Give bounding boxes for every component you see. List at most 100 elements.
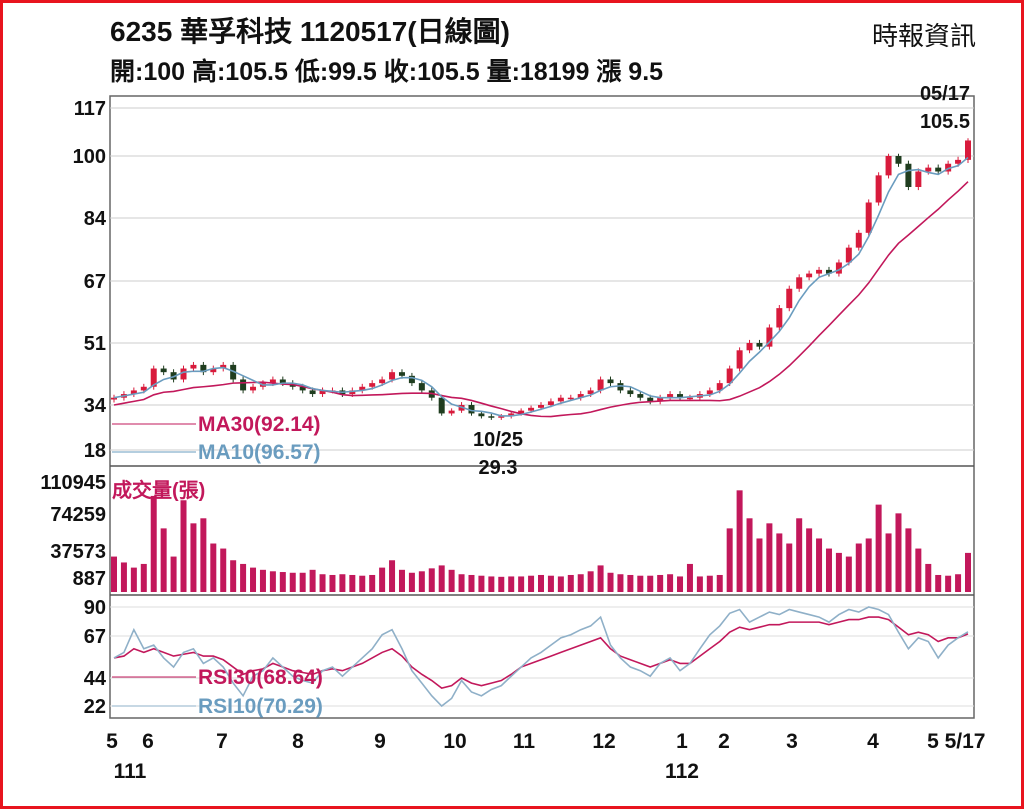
volume-bar <box>905 528 912 592</box>
candle-body <box>865 202 872 233</box>
price-tick-label: 100 <box>73 146 106 168</box>
volume-tick-label: 37573 <box>50 541 106 563</box>
rsi30-legend: RSI30(68.64) <box>198 666 323 689</box>
volume-bar <box>528 575 535 592</box>
candle-body <box>736 350 743 369</box>
candle-body <box>379 379 386 384</box>
volume-bar <box>796 518 803 592</box>
source-label: 時報資訊 <box>871 21 976 51</box>
volume-bar <box>667 574 674 592</box>
candle-body <box>945 163 952 172</box>
candle-body <box>528 407 535 411</box>
volume-bar <box>597 565 604 592</box>
volume-bar <box>736 490 743 592</box>
candle-body <box>349 390 356 395</box>
x-tick-label: 7 <box>216 730 228 753</box>
candle-body <box>160 368 167 373</box>
x-tick-label: 5/17 <box>945 730 986 753</box>
volume-bar <box>160 528 167 592</box>
volume-bar <box>359 575 366 592</box>
volume-bar <box>865 538 872 592</box>
candle-body <box>220 364 227 369</box>
x-tick-label: 12 <box>592 730 615 753</box>
volume-bar <box>567 574 574 592</box>
volume-bar <box>786 543 793 592</box>
candle-body <box>686 397 693 400</box>
volume-bar <box>140 563 147 592</box>
candle-body <box>617 383 624 391</box>
candle-body <box>230 364 237 380</box>
candle-body <box>140 386 147 391</box>
volume-bar <box>389 560 396 592</box>
volume-bar <box>816 538 823 592</box>
candle-body <box>547 401 554 405</box>
volume-bar <box>885 533 892 592</box>
candle-body <box>389 372 396 380</box>
price-tick-label: 34 <box>84 395 107 417</box>
volume-bar <box>935 574 942 592</box>
volume-bar <box>200 518 207 592</box>
volume-bar <box>220 548 227 592</box>
price-tick-label: 117 <box>74 98 106 120</box>
rsi-tick-label: 22 <box>84 696 106 718</box>
candle-body <box>955 159 962 164</box>
volume-bar <box>875 504 882 592</box>
volume-bar <box>657 574 664 592</box>
x-tick-label: 5 <box>106 730 118 753</box>
candle-body <box>279 379 286 384</box>
candle-body <box>766 327 773 347</box>
candle-body <box>369 383 376 387</box>
candle-body <box>309 390 316 395</box>
candle-body <box>677 394 684 398</box>
volume-bar <box>408 572 415 592</box>
x-tick-label: 11 <box>513 730 536 753</box>
volume-tick-label: 887 <box>73 568 106 590</box>
candle-body <box>875 175 882 203</box>
volume-label: 成交量(張) <box>112 478 205 502</box>
x-tick-label: 2 <box>718 730 730 753</box>
candle-body <box>637 394 644 398</box>
ma10-legend: MA10(96.57) <box>198 441 321 464</box>
candle-body <box>657 397 664 402</box>
candle-body <box>667 394 674 398</box>
candle-body <box>726 368 733 384</box>
candle-body <box>498 416 505 418</box>
rsi30-line <box>113 616 969 690</box>
x-tick-label: 4 <box>867 730 879 753</box>
volume-bar <box>945 575 952 592</box>
volume-bar <box>130 567 137 592</box>
volume-bar <box>418 571 425 592</box>
volume-bar <box>696 576 703 592</box>
candle-body <box>627 390 634 395</box>
volume-bar <box>766 523 773 592</box>
volume-bar <box>686 563 693 592</box>
candle-body <box>855 232 862 248</box>
volume-bar <box>319 574 326 592</box>
volume-bar <box>269 571 276 592</box>
volume-bar <box>339 574 346 592</box>
candle-body <box>796 277 803 289</box>
volume-bar <box>180 500 187 592</box>
volume-bar <box>329 574 336 592</box>
candle-body <box>250 386 257 391</box>
candle-body <box>299 386 306 391</box>
candle-body <box>746 343 753 351</box>
volume-tick-label: 110945 <box>40 472 106 494</box>
high-value-annotation: 105.5 <box>920 111 970 133</box>
volume-bar <box>349 574 356 592</box>
candle-body <box>577 394 584 398</box>
candle-body <box>518 410 525 414</box>
candle-body <box>835 262 842 274</box>
candle-body <box>240 379 247 391</box>
candle-body <box>905 163 912 187</box>
rsi-tick-label: 67 <box>84 626 106 648</box>
low-value-annotation: 29.3 <box>479 457 518 479</box>
volume-bar <box>508 576 515 592</box>
volume-bar <box>120 562 127 592</box>
volume-bar <box>240 563 247 592</box>
volume-bar <box>428 568 435 592</box>
volume-bar <box>111 556 117 592</box>
volume-bar <box>259 569 266 592</box>
candle-body <box>716 383 723 391</box>
candle-body <box>468 405 475 414</box>
